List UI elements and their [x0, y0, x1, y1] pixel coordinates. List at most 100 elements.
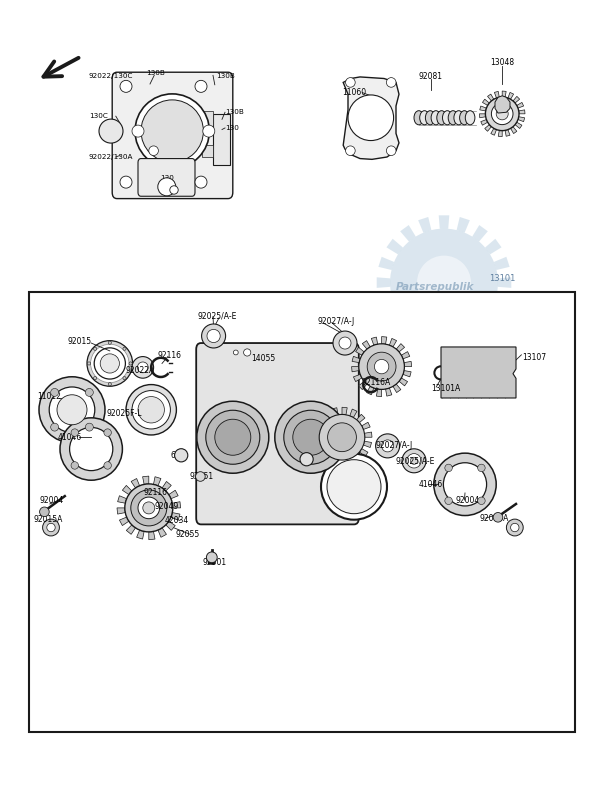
- Ellipse shape: [94, 347, 97, 350]
- Polygon shape: [457, 333, 470, 349]
- Ellipse shape: [390, 228, 498, 337]
- Bar: [213, 114, 230, 165]
- Ellipse shape: [132, 391, 170, 429]
- Polygon shape: [364, 441, 371, 447]
- Polygon shape: [418, 333, 431, 349]
- Ellipse shape: [284, 411, 338, 464]
- Polygon shape: [118, 495, 127, 503]
- Polygon shape: [518, 117, 524, 122]
- Text: 92055: 92055: [176, 530, 200, 539]
- Text: 130: 130: [160, 175, 174, 181]
- Ellipse shape: [202, 324, 226, 348]
- Polygon shape: [316, 418, 325, 425]
- Polygon shape: [517, 102, 524, 108]
- Polygon shape: [488, 94, 494, 101]
- Polygon shape: [480, 106, 487, 111]
- Ellipse shape: [57, 395, 87, 425]
- Polygon shape: [403, 371, 411, 377]
- Text: 130B: 130B: [225, 109, 244, 115]
- Polygon shape: [314, 445, 322, 452]
- Ellipse shape: [43, 519, 59, 536]
- Ellipse shape: [195, 80, 207, 93]
- Ellipse shape: [310, 422, 360, 473]
- Text: 92015A: 92015A: [480, 513, 509, 523]
- Ellipse shape: [382, 440, 394, 452]
- Polygon shape: [386, 239, 403, 254]
- Text: 13048: 13048: [490, 58, 514, 68]
- Polygon shape: [337, 460, 342, 467]
- Ellipse shape: [137, 362, 148, 373]
- Ellipse shape: [434, 453, 496, 516]
- Ellipse shape: [454, 111, 464, 125]
- Polygon shape: [117, 508, 125, 514]
- Polygon shape: [485, 311, 502, 327]
- Ellipse shape: [402, 449, 426, 473]
- Polygon shape: [404, 361, 412, 367]
- Ellipse shape: [443, 462, 487, 506]
- Ellipse shape: [478, 464, 485, 472]
- Ellipse shape: [327, 460, 381, 513]
- Polygon shape: [364, 432, 372, 437]
- Bar: [202, 145, 213, 157]
- Text: 92049: 92049: [155, 502, 179, 511]
- Ellipse shape: [491, 103, 513, 125]
- Text: 41046: 41046: [419, 480, 443, 489]
- Ellipse shape: [131, 490, 167, 526]
- Ellipse shape: [135, 94, 209, 168]
- Ellipse shape: [50, 389, 59, 396]
- Polygon shape: [439, 215, 449, 228]
- Ellipse shape: [437, 111, 446, 125]
- Ellipse shape: [108, 382, 112, 385]
- Polygon shape: [313, 427, 320, 433]
- Ellipse shape: [376, 434, 400, 458]
- Ellipse shape: [316, 429, 354, 466]
- Ellipse shape: [123, 347, 126, 350]
- Ellipse shape: [138, 396, 164, 423]
- Polygon shape: [505, 130, 510, 137]
- Polygon shape: [386, 388, 392, 396]
- Ellipse shape: [348, 95, 394, 141]
- Polygon shape: [479, 114, 485, 118]
- Text: 92022A: 92022A: [126, 366, 155, 375]
- Ellipse shape: [293, 419, 329, 455]
- Text: 42034: 42034: [165, 516, 189, 525]
- Bar: [234, 348, 257, 357]
- Polygon shape: [511, 126, 517, 133]
- Ellipse shape: [333, 331, 357, 355]
- Ellipse shape: [120, 80, 132, 93]
- FancyBboxPatch shape: [112, 72, 233, 199]
- Text: 92116: 92116: [144, 487, 168, 497]
- Polygon shape: [131, 479, 140, 488]
- Text: 41046: 41046: [58, 433, 82, 442]
- Polygon shape: [376, 389, 382, 396]
- Polygon shape: [396, 344, 404, 352]
- Text: Partsrepublik: Partsrepublik: [396, 282, 474, 291]
- Ellipse shape: [60, 418, 122, 480]
- Text: 92025/A-E: 92025/A-E: [396, 456, 436, 466]
- Ellipse shape: [196, 472, 205, 481]
- Ellipse shape: [215, 419, 251, 455]
- Ellipse shape: [244, 349, 251, 356]
- Polygon shape: [162, 481, 171, 491]
- Ellipse shape: [99, 119, 123, 143]
- Polygon shape: [122, 485, 132, 495]
- Ellipse shape: [386, 146, 396, 155]
- FancyBboxPatch shape: [138, 159, 195, 196]
- Polygon shape: [457, 217, 470, 232]
- Text: 92004: 92004: [456, 495, 480, 505]
- Polygon shape: [353, 374, 362, 382]
- Ellipse shape: [94, 377, 97, 380]
- Ellipse shape: [346, 78, 355, 87]
- Ellipse shape: [493, 513, 503, 522]
- Polygon shape: [327, 457, 334, 466]
- Ellipse shape: [149, 146, 158, 155]
- Ellipse shape: [132, 356, 154, 378]
- Text: 13101: 13101: [489, 274, 515, 283]
- Text: 14055: 14055: [251, 354, 275, 363]
- Ellipse shape: [445, 464, 452, 472]
- Polygon shape: [127, 525, 136, 535]
- Polygon shape: [485, 125, 491, 131]
- Polygon shape: [352, 356, 360, 363]
- Ellipse shape: [367, 352, 396, 381]
- Ellipse shape: [442, 111, 452, 125]
